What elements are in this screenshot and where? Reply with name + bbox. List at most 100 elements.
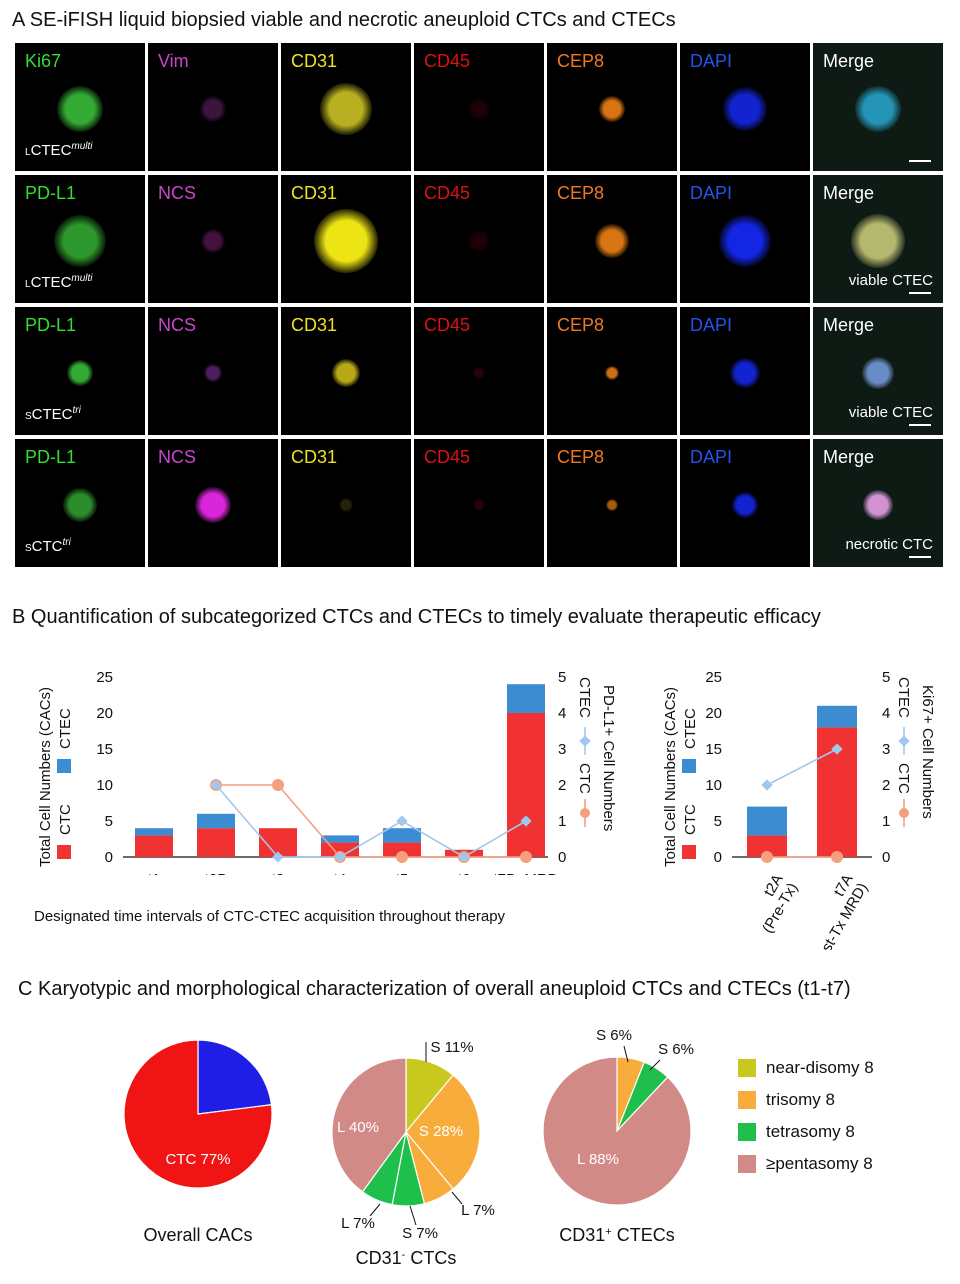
channel-label: PD-L1 xyxy=(25,315,77,335)
cell-ploidy-suffix: multi xyxy=(71,141,93,152)
y-tick-label: 0 xyxy=(105,849,113,866)
channel-label: Merge xyxy=(823,51,875,71)
bar-ctec xyxy=(135,828,173,836)
slice-leader xyxy=(409,1205,417,1226)
micrograph-cell: PD-L1 LCTECmulti xyxy=(15,175,145,303)
y-tick-label: 15 xyxy=(705,741,722,758)
channel-label: CEP8 xyxy=(557,51,605,71)
cell-signal xyxy=(201,229,225,253)
legend-swatch-ctec xyxy=(57,759,71,773)
bar-ctec xyxy=(197,813,235,829)
line-ctec xyxy=(215,784,527,858)
timecourse-chart: 0 5 10 15 20 25 0 1 2 3 4 5 t1 t2B t3 t4 t5 t6 t7B, MRD Tot… xyxy=(37,669,617,875)
channel-label: CD45 xyxy=(424,183,471,203)
slice-label: L 88% xyxy=(577,1151,619,1168)
y2-tick-label: 2 xyxy=(882,777,890,794)
micrograph-cell: CD31 xyxy=(281,439,411,567)
cell-signal xyxy=(468,98,490,120)
legend-swatch xyxy=(738,1091,756,1109)
cell-signal xyxy=(473,499,485,511)
micrograph-grid: Ki67 LCTECmulti Vim CD31 CD45 CEP8 DAPI Merge PD… xyxy=(15,43,945,568)
line-ctc xyxy=(216,784,526,858)
cell-type: CTEC xyxy=(31,406,73,423)
x-tick-label: t5 xyxy=(396,871,409,875)
slice-label: L 7% xyxy=(341,1215,375,1232)
slice-leader xyxy=(451,1191,463,1205)
scale-bar xyxy=(909,556,931,558)
cell-signal xyxy=(314,209,378,273)
point-ctc xyxy=(396,851,408,863)
legend-swatch-ctc xyxy=(682,845,696,859)
legend-label: near-disomy 8 xyxy=(766,1058,874,1077)
pie-slice xyxy=(542,1056,692,1206)
channel-label: CD45 xyxy=(424,51,471,71)
point-ctc xyxy=(831,851,843,863)
point-ctc xyxy=(272,779,284,791)
micrograph-cell: Merge necrotic CTC xyxy=(813,439,943,567)
micrograph-cell: CEP8 xyxy=(547,43,677,171)
y-tick-label: 0 xyxy=(714,849,722,866)
cell-signal xyxy=(862,357,894,389)
micrograph-cell: Vim xyxy=(148,43,278,171)
cell-signal xyxy=(605,366,619,380)
micrograph-cell: DAPI xyxy=(680,307,810,435)
micrograph-cell: CD31 xyxy=(281,43,411,171)
bar-ctec xyxy=(321,835,359,843)
legend-text-ctc: CTC xyxy=(57,804,74,835)
y-tick-label: 5 xyxy=(105,813,113,830)
legend-text-ctec: CTEC xyxy=(682,708,699,749)
y2-tick-label: 1 xyxy=(882,813,890,830)
y2-axis-legend: CTEC CTC xyxy=(895,677,912,827)
slice-label: L 40% xyxy=(337,1119,379,1136)
cell-signal xyxy=(200,96,226,122)
bar-ctc xyxy=(507,713,545,857)
legend2-marker-ctc xyxy=(580,808,590,818)
point-ctec xyxy=(458,851,470,863)
bar-ctec xyxy=(383,828,421,843)
point-ctc xyxy=(761,851,773,863)
point-ctec xyxy=(272,851,284,863)
pie-title-sup: + xyxy=(605,1226,611,1238)
legend-text-ctec: CTEC xyxy=(57,708,74,749)
y2-tick-label: 4 xyxy=(882,705,890,722)
cell-size-prefix: L xyxy=(25,279,31,290)
micrograph-cell: CD31 xyxy=(281,307,411,435)
channel-label: Merge xyxy=(823,447,875,467)
y2-tick-label: 5 xyxy=(558,669,566,686)
cell-type: CTEC xyxy=(30,142,72,159)
cell-signal xyxy=(67,360,93,386)
y-tick-label: 10 xyxy=(96,777,113,794)
cell-signal xyxy=(195,487,231,523)
point-ctec xyxy=(334,851,346,863)
legend-label: ≥pentasomy 8 xyxy=(766,1154,873,1173)
x-tick-label: t2B xyxy=(205,871,228,875)
pie-slice xyxy=(405,1074,481,1190)
y-axis-label: Total Cell Numbers (CACs) xyxy=(662,687,679,867)
y2-tick-label: 1 xyxy=(558,813,566,830)
legend-swatch-ctec xyxy=(682,759,696,773)
legend2-text-ctec: CTEC xyxy=(576,677,593,718)
legend2-text-ctec: CTEC xyxy=(895,677,912,718)
channel-label: NCS xyxy=(158,315,197,335)
channel-label: DAPI xyxy=(690,183,733,203)
y2-tick-label: 0 xyxy=(882,849,890,866)
channel-label: CD45 xyxy=(424,447,471,467)
micrograph-cell: CEP8 xyxy=(547,439,677,567)
channel-label: Merge xyxy=(823,183,875,203)
slice-label: S 11% xyxy=(430,1039,473,1056)
micrograph-cell: CD45 xyxy=(414,175,544,303)
y2-tick-label: 2 xyxy=(558,777,566,794)
channel-label: CEP8 xyxy=(557,447,605,467)
channel-label: Vim xyxy=(158,51,189,71)
channel-label: PD-L1 xyxy=(25,183,77,203)
micrograph-cell: CD45 xyxy=(414,307,544,435)
x-tick-label: t6 xyxy=(458,871,471,875)
legend-swatch-ctc xyxy=(57,845,71,859)
x-tick-label: t7A(Post-Tx MRD) xyxy=(807,872,872,951)
merge-note: viable CTEC xyxy=(848,404,933,421)
cell-signal xyxy=(599,96,625,122)
point-ctec xyxy=(761,779,773,791)
slice-label: S 7% xyxy=(402,1225,438,1242)
cell-type-label: LCTECmulti xyxy=(25,273,93,291)
